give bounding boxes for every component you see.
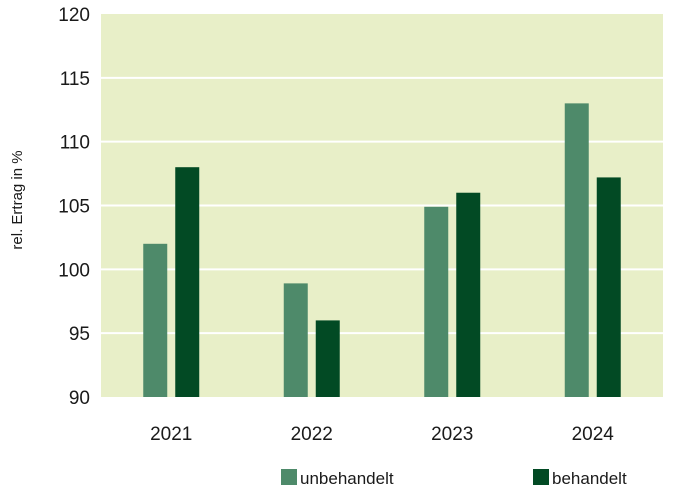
y-tick-label: 95 [69, 324, 90, 345]
y-tick-label: 115 [60, 69, 90, 90]
y-axis-ticks: 90 95 100 105 110 115 120 [58, 5, 90, 409]
bars [143, 103, 621, 397]
legend: unbehandelt behandelt [281, 469, 627, 488]
bar-unbehandelt-2021 [143, 243, 168, 397]
x-tick-label: 2023 [431, 424, 473, 445]
bar-behandelt-2023 [456, 192, 481, 397]
bar-unbehandelt-2024 [564, 103, 589, 397]
bar-behandelt-2024 [596, 177, 621, 397]
x-tick-label: 2022 [291, 424, 333, 445]
x-tick-label: 2024 [572, 424, 615, 445]
bar-behandelt-2022 [315, 320, 340, 397]
bar-unbehandelt-2022 [283, 283, 308, 397]
legend-item-unbehandelt: unbehandelt [281, 469, 394, 488]
y-tick-label: 120 [58, 5, 90, 26]
bar-behandelt-2021 [175, 167, 200, 397]
legend-item-behandelt: behandelt [533, 469, 627, 488]
y-axis-label: rel. Ertrag in % [9, 150, 26, 249]
x-tick-label: 2021 [150, 424, 192, 445]
y-tick-label: 110 [60, 133, 90, 154]
legend-label: unbehandelt [300, 469, 394, 488]
legend-swatch [281, 469, 297, 485]
y-tick-label: 90 [69, 388, 90, 409]
y-tick-label: 100 [58, 260, 90, 281]
bar-unbehandelt-2023 [424, 206, 449, 397]
legend-label: behandelt [552, 469, 627, 488]
y-tick-label: 105 [58, 197, 90, 218]
x-axis-ticks: 2021 2022 2023 2024 [150, 424, 614, 445]
legend-swatch [533, 469, 549, 485]
